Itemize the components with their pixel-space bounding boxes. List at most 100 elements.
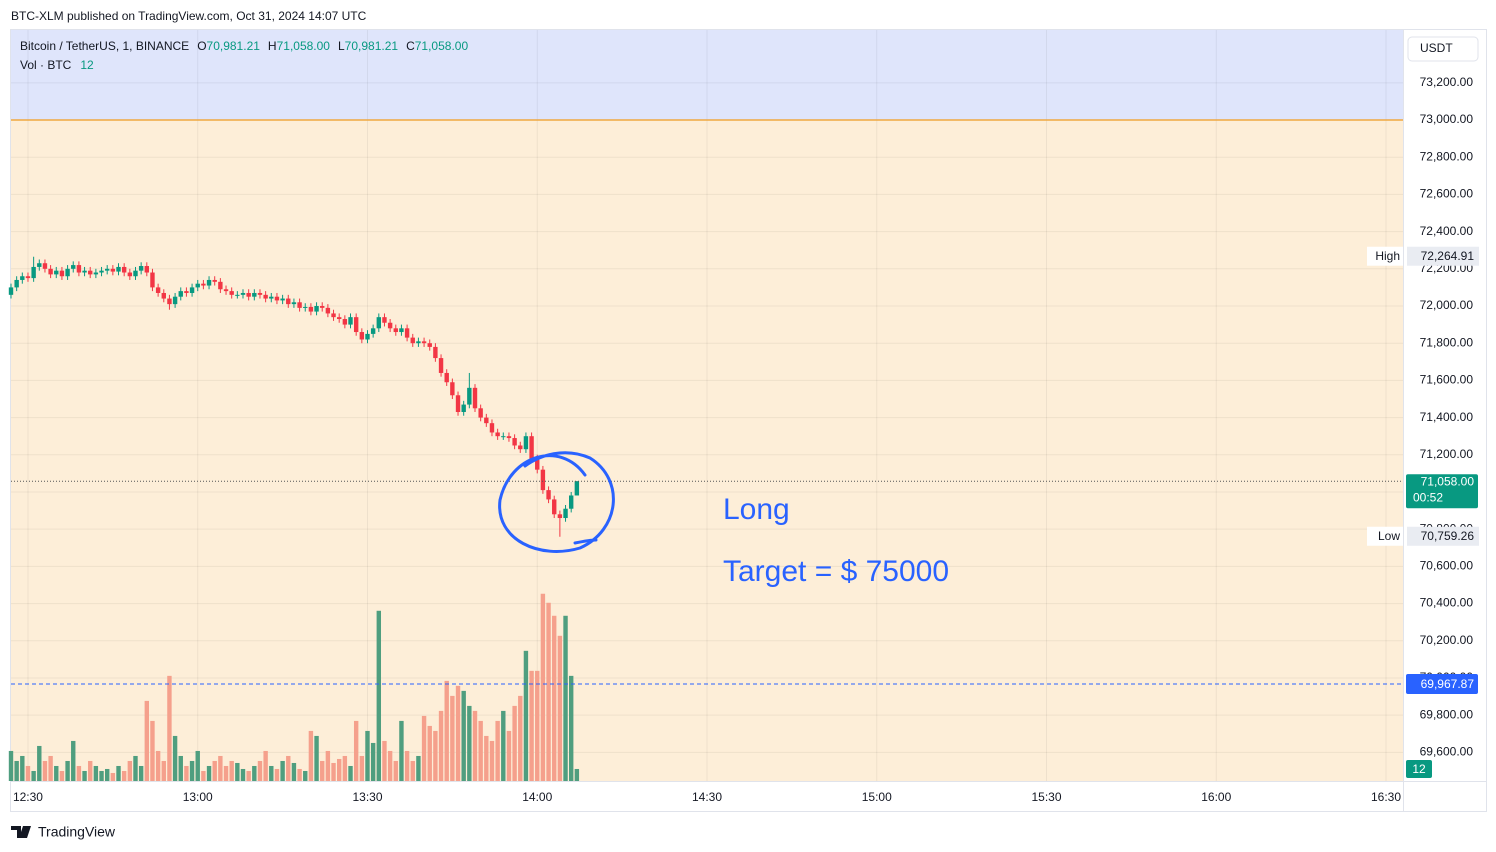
candle-body xyxy=(54,270,59,275)
candle-body xyxy=(127,272,133,277)
volume-bar xyxy=(308,730,314,781)
candle-body xyxy=(433,346,438,359)
candle-body xyxy=(523,436,529,450)
candle-body xyxy=(359,332,365,340)
candle-body xyxy=(348,317,353,325)
legend-value: 71,058.00 xyxy=(415,39,469,53)
y-tick-label: 72,400.00 xyxy=(1420,224,1474,238)
candle-body xyxy=(167,298,172,305)
volume-bar xyxy=(280,760,285,781)
volume-bar xyxy=(37,745,42,781)
candle-body xyxy=(88,270,93,275)
volume-bar xyxy=(489,740,495,781)
candle-body xyxy=(314,305,319,312)
candle-body xyxy=(82,270,87,273)
candle-body xyxy=(252,292,257,297)
volume-bar xyxy=(552,615,557,781)
currency: USDT xyxy=(1420,41,1453,55)
volume-bar xyxy=(546,602,551,781)
candle-body xyxy=(269,296,274,299)
candle-body xyxy=(223,289,229,292)
annotation: Long xyxy=(723,493,790,526)
volume-bar xyxy=(110,772,116,781)
volume-bar xyxy=(342,755,348,781)
candle-body xyxy=(472,387,478,409)
pane: 69,600.0069,800.0070,000.0070,200.0070,4… xyxy=(10,29,1487,812)
volume-bar xyxy=(523,650,529,781)
volume-bar xyxy=(314,735,319,781)
annotation: Target = $ 75000 xyxy=(723,555,949,588)
volume-bar xyxy=(512,705,517,781)
volume-bar xyxy=(393,760,398,781)
volume-bar xyxy=(212,760,217,781)
volume-bar xyxy=(82,770,87,781)
y-tick-label: 69,600.00 xyxy=(1420,745,1474,759)
candle-body xyxy=(574,481,580,496)
zone-above xyxy=(11,30,1403,121)
volume-bar xyxy=(229,760,234,781)
candle-body xyxy=(370,328,376,334)
volume-bar xyxy=(472,710,478,781)
candle-body xyxy=(161,292,166,299)
volume-bar xyxy=(568,675,574,781)
volume-bar xyxy=(540,593,546,781)
x-tick-label: 15:30 xyxy=(1031,790,1061,804)
volume-bar xyxy=(297,768,302,781)
candle-body xyxy=(529,436,534,459)
candle-body xyxy=(104,268,110,271)
volume-bar xyxy=(155,750,161,781)
volume-bar xyxy=(121,770,127,781)
volume-bar xyxy=(31,770,36,781)
candle-body xyxy=(297,302,302,308)
candle-body xyxy=(353,317,359,333)
legend-value: 70,981.21 xyxy=(207,39,261,53)
x-tick-label: 14:00 xyxy=(522,790,552,804)
volume-bar xyxy=(455,685,461,781)
candle-body xyxy=(416,341,421,344)
volume-bar xyxy=(404,750,410,781)
volume-bar xyxy=(42,760,48,781)
volume-bar xyxy=(235,762,240,781)
candle-body xyxy=(25,276,31,279)
y-tick-label: 70,600.00 xyxy=(1420,559,1474,573)
volume-bar xyxy=(427,725,432,781)
legend-value: 71,058.00 xyxy=(277,39,331,53)
currency-box xyxy=(1407,36,1479,62)
volume-bar xyxy=(59,770,65,781)
volume-bar xyxy=(269,765,274,781)
candle-body xyxy=(59,270,65,277)
x-tick-label: 16:00 xyxy=(1201,790,1231,804)
high-name-box xyxy=(1367,246,1403,266)
candle-body xyxy=(455,395,461,413)
volume-bar xyxy=(291,762,297,781)
volume-bar xyxy=(127,760,133,781)
volume-bar xyxy=(93,765,99,781)
volume-bar xyxy=(20,755,25,781)
y-tick-label: 71,800.00 xyxy=(1420,335,1474,349)
volume-bar xyxy=(161,760,166,781)
y-tick-label: 72,600.00 xyxy=(1420,187,1474,201)
volume-bar xyxy=(201,770,206,781)
candle-body xyxy=(552,499,557,515)
volume-bar xyxy=(382,740,387,781)
candle-body xyxy=(184,291,189,293)
countdown: 00:52 xyxy=(1413,490,1443,504)
candle-body xyxy=(410,337,415,344)
candle-body xyxy=(195,283,200,288)
volume-bar xyxy=(574,768,580,781)
last-price-label: 71,058.00 xyxy=(1421,474,1475,488)
low-value: 70,759.26 xyxy=(1421,529,1475,543)
volume-bar xyxy=(478,720,483,781)
legend-key: O xyxy=(197,39,206,53)
circle-tail xyxy=(573,538,598,545)
candle-body xyxy=(376,317,382,329)
volume-bar xyxy=(336,758,342,781)
volume-box xyxy=(1406,759,1432,778)
volume-bar xyxy=(104,768,110,781)
candle-body xyxy=(240,292,246,295)
volume-bar xyxy=(54,765,59,781)
candle-body xyxy=(336,317,342,320)
y-tick-label: 73,000.00 xyxy=(1420,112,1474,126)
candle-body xyxy=(229,291,234,295)
volume-bar xyxy=(376,610,382,781)
